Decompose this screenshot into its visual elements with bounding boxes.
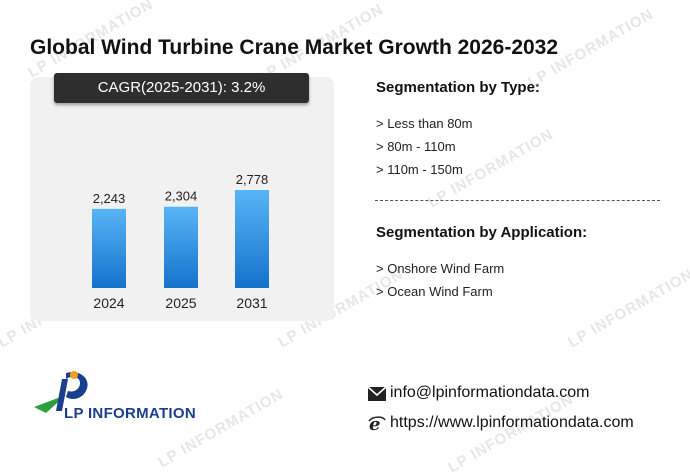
bar-chart: 2,243 2024 2,304 2025 2,778 2031 — [92, 172, 269, 311]
segmentation-application-heading: Segmentation by Application: — [376, 224, 588, 241]
company-logo: LP INFORMATION — [28, 365, 198, 427]
category-tick-label: 2024 — [93, 295, 124, 311]
segmentation-application-item: > Ocean Wind Farm — [376, 284, 493, 299]
segmentation-application-item: > Onshore Wind Farm — [376, 261, 505, 276]
bar-2024 — [92, 208, 126, 288]
category-tick-label: 2025 — [165, 295, 196, 311]
bar-2031 — [235, 190, 269, 288]
logo-text: LP INFORMATION — [64, 405, 196, 422]
envelope-icon — [368, 387, 386, 401]
divider — [375, 200, 660, 201]
email-link[interactable]: info@lpinformationdata.com — [390, 384, 590, 401]
svg-text:e: e — [369, 415, 380, 433]
bar-value-label: 2,304 — [165, 189, 198, 204]
category-tick-label: 2031 — [236, 295, 267, 311]
segmentation-type-item: > 80m - 110m — [376, 139, 456, 154]
bar-value-label: 2,778 — [236, 172, 269, 187]
browser-e-icon: e — [368, 415, 386, 433]
segmentation-type-item: > 110m - 150m — [376, 162, 463, 177]
lp-logo-icon — [34, 371, 88, 413]
bar-value-label: 2,243 — [93, 191, 126, 206]
cagr-badge: CAGR(2025-2031): 3.2% — [54, 73, 309, 103]
watermark: LP INFORMATION — [445, 390, 577, 476]
page-title: Global Wind Turbine Crane Market Growth … — [30, 36, 559, 59]
watermark: LP INFORMATION — [565, 265, 690, 352]
segmentation-type-item: > Less than 80m — [376, 116, 473, 131]
segmentation-type-heading: Segmentation by Type: — [376, 79, 540, 96]
website-link[interactable]: https://www.lpinformationdata.com — [390, 414, 634, 431]
bar-2025 — [164, 206, 198, 288]
